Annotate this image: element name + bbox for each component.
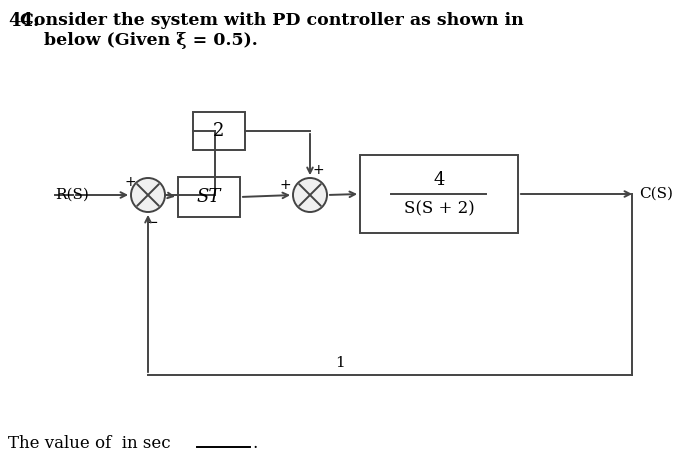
Circle shape [293,178,327,212]
Bar [360,155,518,233]
Text: The value of  in sec: The value of in sec [8,435,171,452]
Circle shape [131,178,165,212]
Text: +: + [313,163,325,177]
Text: C(S): C(S) [639,187,673,201]
Text: R(S): R(S) [55,188,89,202]
Bar [193,112,245,150]
Text: ST: ST [197,188,221,206]
Text: −: − [145,215,158,230]
Text: S(S + 2): S(S + 2) [403,200,475,218]
Text: 1: 1 [335,356,345,370]
Text: .: . [252,435,258,452]
Bar [178,177,240,217]
Text: 2: 2 [213,122,225,140]
Text: +: + [279,178,291,192]
Text: below (Given ξ = 0.5).: below (Given ξ = 0.5). [8,32,258,49]
Text: +: + [124,175,136,189]
Text: 44.: 44. [8,12,39,30]
Text: 4: 4 [434,171,445,189]
Text: Consider the system with PD controller as shown in: Consider the system with PD controller a… [8,12,524,29]
